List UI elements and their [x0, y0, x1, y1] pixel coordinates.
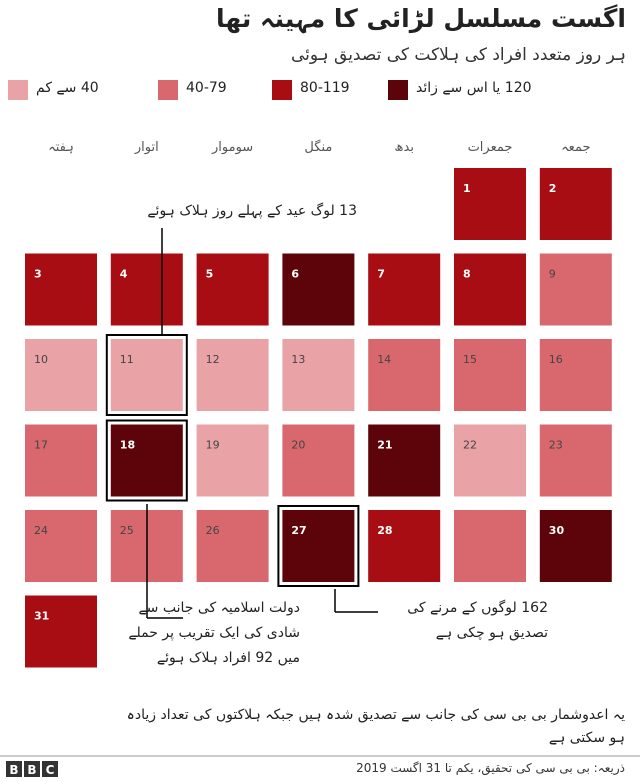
day-cell: [25, 253, 97, 326]
day-cell: [196, 510, 269, 582]
day-cell: [539, 424, 612, 497]
day-number: 27: [291, 524, 306, 537]
weekday-label: جمعہ: [561, 140, 591, 155]
day-cell: [454, 424, 526, 497]
legend-label: 120 یا اس سے زائد: [416, 80, 532, 96]
weekday-label: جمعرات: [467, 140, 513, 155]
day-number: 25: [120, 524, 134, 537]
note-text: ہو سکتی ہے: [548, 730, 625, 746]
weekday-label: ہفتہ: [48, 140, 74, 155]
weekday-label: منگل: [304, 140, 333, 155]
day-cell: [282, 424, 355, 497]
day-cell: [196, 253, 269, 326]
day-cell: [282, 253, 355, 326]
day-cell: [454, 510, 526, 582]
day-number: 9: [549, 268, 556, 281]
logo-letter: B: [27, 763, 36, 777]
day-number: 5: [206, 268, 214, 281]
day-cell: [539, 253, 612, 326]
subtitle: ہر روز متعدد افراد کی ہلاکت کی تصدیق ہوئ…: [290, 45, 626, 65]
day-cell: [368, 424, 441, 497]
legend-label: 40 سے کم: [36, 80, 99, 96]
day-number: 6: [291, 268, 299, 281]
annotation-text: دولت اسلامیہ کی جانب سے: [138, 600, 300, 616]
day-number: 12: [206, 353, 220, 366]
day-number: 3: [34, 268, 42, 281]
annotation-text: 13 لوگ عید کے پہلے روز ہلاک ہوئے: [147, 203, 357, 219]
weekday-label: بدھ: [394, 140, 414, 155]
day-cell: [282, 510, 355, 582]
day-cell: [110, 424, 183, 497]
legend-label: 40-79: [186, 80, 227, 96]
legend-swatch: [158, 80, 178, 100]
legend-swatch: [272, 80, 292, 100]
day-cell: [25, 424, 97, 497]
day-cell: [196, 339, 269, 411]
day-cell: [454, 253, 526, 326]
day-number: 21: [377, 439, 392, 452]
title: اگست مسلسل لڑائی کا مہینہ تھا: [216, 4, 626, 33]
day-cell: [539, 510, 612, 582]
day-cell: [368, 339, 441, 411]
day-number: 4: [120, 268, 128, 281]
annotation-text: تصدیق ہو چکی ہے: [435, 625, 548, 641]
logo-letter: B: [9, 763, 18, 777]
day-cell: [25, 339, 97, 411]
day-cell: [368, 510, 441, 582]
day-number: 15: [463, 353, 477, 366]
day-number: 23: [549, 439, 563, 452]
day-number: 8: [463, 268, 471, 281]
day-number: 13: [291, 353, 305, 366]
day-cell: [110, 339, 183, 411]
day-number: 11: [120, 353, 134, 366]
day-cell: [454, 168, 526, 240]
day-number: 2: [549, 182, 557, 195]
logo-box: [24, 761, 40, 777]
day-number: 19: [206, 439, 220, 452]
day-cell: [282, 339, 355, 411]
legend-label: 80-119: [300, 80, 350, 96]
day-number: 7: [377, 268, 385, 281]
day-cell: [454, 339, 526, 411]
day-number: 28: [377, 524, 392, 537]
day-number: 17: [34, 439, 48, 452]
day-cell: [539, 339, 612, 411]
day-number: 22: [463, 439, 477, 452]
logo-letter: C: [46, 763, 55, 777]
day-cell: [539, 168, 612, 240]
day-number: 1: [463, 182, 471, 195]
day-number: 20: [291, 439, 305, 452]
day-cell: [196, 424, 269, 497]
day-number: 16: [549, 353, 563, 366]
highlight-box: [105, 334, 188, 416]
day-number: 10: [34, 353, 48, 366]
weekday-label: اتوار: [134, 140, 159, 155]
day-cell: [25, 595, 97, 668]
note-text: یہ اعدوشمار بی بی سی کی جانب سے تصدیق شد…: [126, 707, 625, 723]
day-number: 18: [120, 439, 135, 452]
legend-swatch: [8, 80, 28, 100]
day-cell: [110, 253, 183, 326]
logo-box: [6, 761, 22, 777]
annotation-text: شادی کی ایک تقریب پر حملے: [128, 625, 300, 641]
highlight-box: [277, 505, 360, 587]
day-number: 26: [206, 524, 220, 537]
legend-swatch: [388, 80, 408, 100]
day-cell: [25, 510, 97, 582]
day-number: 24: [34, 524, 48, 537]
day-number: 14: [377, 353, 391, 366]
day-cell: [368, 253, 441, 326]
annotation-text: میں 92 افراد ہلاک ہوئے: [156, 650, 300, 666]
source-text: ذریعہ: بی بی سی کی تحقیق، یکم تا 31 اگست…: [356, 761, 625, 775]
logo-box: [42, 761, 58, 777]
day-number: 30: [549, 524, 565, 537]
weekday-label: سوموار: [212, 140, 254, 155]
annotation-text: 162 لوگوں کے مرنے کی: [407, 600, 548, 616]
day-number: 31: [34, 610, 49, 623]
highlight-box: [105, 419, 188, 502]
